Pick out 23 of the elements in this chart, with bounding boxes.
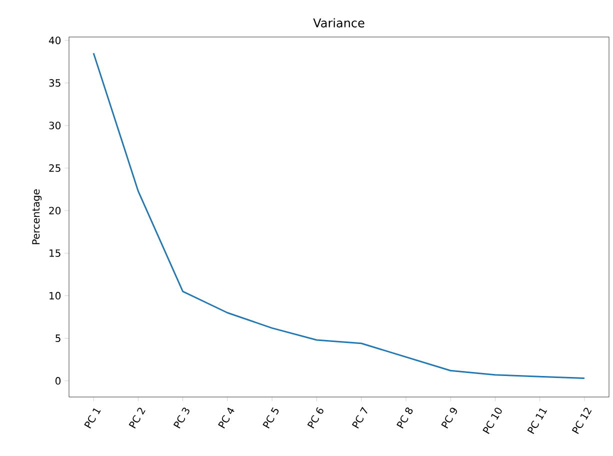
chart-title: Variance — [313, 18, 364, 28]
x-tick-label: PC 3 — [173, 408, 190, 428]
x-tick-label: PC 4 — [218, 408, 234, 428]
y-axis-title: Percentage — [32, 189, 42, 244]
y-tick-label: 40 — [48, 36, 61, 44]
x-tick-label: PC 2 — [128, 408, 146, 428]
y-tick-label: 35 — [49, 79, 60, 87]
y-tick-label: 0 — [55, 377, 61, 385]
x-tick-label: PC 10 — [482, 408, 502, 434]
y-tick-label: 5 — [56, 334, 60, 342]
y-tick-label: 15 — [50, 249, 60, 257]
y-tick-label: 20 — [49, 206, 61, 214]
x-tick-label: PC 9 — [441, 408, 457, 428]
x-tick-label: PC 6 — [307, 407, 324, 428]
x-tick-label: PC 5 — [262, 407, 279, 428]
y-tick-label: 10 — [50, 292, 61, 300]
y-tick-label: 30 — [49, 122, 61, 130]
x-tick-label: PC 7 — [352, 406, 368, 428]
x-tick-label: PC 12 — [572, 408, 592, 434]
x-tick-label: PC 8 — [396, 408, 413, 428]
x-tick-label: PC 11 — [527, 408, 548, 434]
x-tick-label: PC 1 — [84, 408, 101, 428]
y-tick-label: 25 — [49, 164, 60, 172]
